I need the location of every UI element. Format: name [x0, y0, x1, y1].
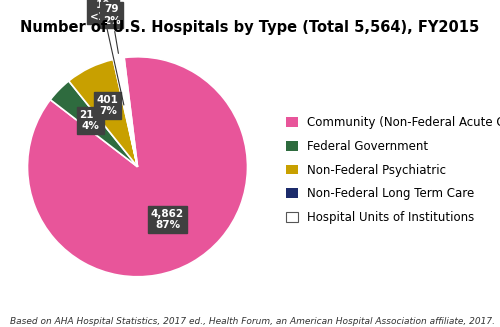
Legend: Community (Non-Federal Acute Care), Federal Government, Non-Federal Psychiatric,: Community (Non-Federal Acute Care), Fede… — [286, 116, 500, 224]
Wedge shape — [113, 59, 138, 167]
Wedge shape — [68, 60, 138, 167]
Text: 10
<1%: 10 <1% — [90, 0, 124, 105]
Wedge shape — [50, 81, 138, 167]
Text: 212
4%: 212 4% — [80, 110, 102, 131]
Text: Number of U.S. Hospitals by Type (Total 5,564), FY2015: Number of U.S. Hospitals by Type (Total … — [20, 20, 479, 35]
Text: 79
2%: 79 2% — [103, 4, 121, 53]
Text: Based on AHA Hospital Statistics, 2017 ed., Health Forum, an American Hospital A: Based on AHA Hospital Statistics, 2017 e… — [10, 317, 495, 326]
Wedge shape — [114, 58, 138, 167]
Wedge shape — [28, 57, 248, 277]
Text: 401
7%: 401 7% — [97, 95, 119, 116]
Text: 4,862
87%: 4,862 87% — [151, 209, 184, 230]
